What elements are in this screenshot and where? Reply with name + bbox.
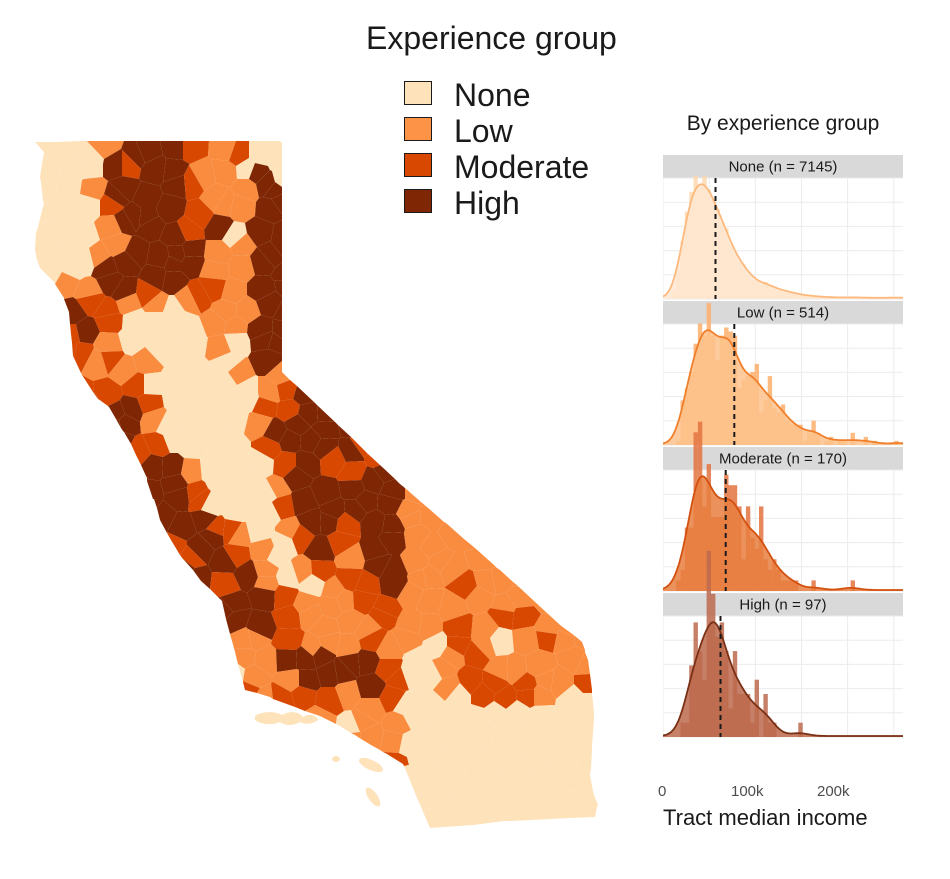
svg-text:Moderate (n = 170): Moderate (n = 170)	[719, 451, 847, 468]
svg-text:Low (n = 514): Low (n = 514)	[737, 305, 829, 322]
svg-text:High (n = 97): High (n = 97)	[739, 597, 826, 614]
svg-text:None (n = 7145): None (n = 7145)	[729, 159, 838, 176]
